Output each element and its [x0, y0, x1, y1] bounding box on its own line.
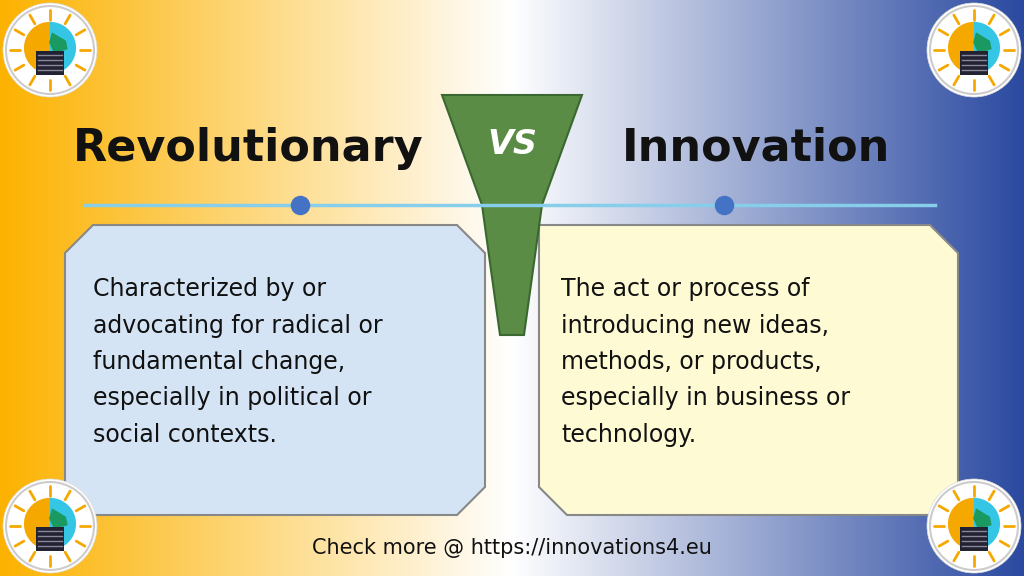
Polygon shape	[49, 32, 68, 54]
Text: Characterized by or
advocating for radical or
fundamental change,
especially in : Characterized by or advocating for radic…	[93, 277, 383, 447]
Polygon shape	[65, 225, 485, 515]
Text: Check more @ https://innovations4.eu: Check more @ https://innovations4.eu	[312, 538, 712, 558]
Polygon shape	[973, 32, 991, 54]
Polygon shape	[36, 51, 65, 75]
Circle shape	[948, 498, 1000, 550]
Polygon shape	[959, 51, 988, 75]
Circle shape	[24, 498, 76, 550]
Polygon shape	[50, 22, 76, 74]
Circle shape	[927, 3, 1021, 97]
Polygon shape	[974, 22, 1000, 74]
Circle shape	[927, 479, 1021, 573]
Text: Revolutionary: Revolutionary	[73, 127, 423, 169]
Polygon shape	[539, 225, 958, 515]
Polygon shape	[948, 498, 974, 550]
Polygon shape	[974, 498, 1000, 550]
Polygon shape	[973, 509, 991, 529]
Polygon shape	[442, 95, 582, 335]
Polygon shape	[959, 526, 988, 551]
Circle shape	[3, 479, 97, 573]
Polygon shape	[24, 498, 50, 550]
Text: VS: VS	[487, 128, 537, 161]
Text: Innovation: Innovation	[622, 127, 890, 169]
Polygon shape	[24, 22, 50, 74]
Circle shape	[24, 22, 76, 74]
Polygon shape	[948, 22, 974, 74]
Text: The act or process of
introducing new ideas,
methods, or products,
especially in: The act or process of introducing new id…	[561, 277, 850, 447]
Polygon shape	[36, 526, 65, 551]
Polygon shape	[49, 509, 68, 529]
Circle shape	[948, 22, 1000, 74]
Polygon shape	[50, 498, 76, 550]
Circle shape	[3, 3, 97, 97]
